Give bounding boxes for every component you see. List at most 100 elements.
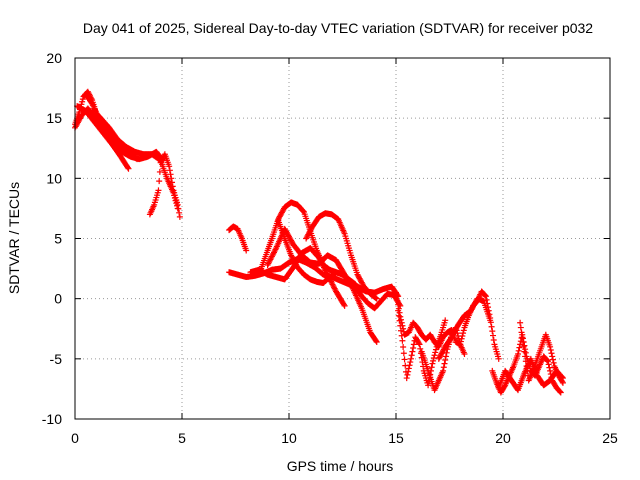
data-point bbox=[397, 313, 404, 320]
data-point bbox=[442, 357, 449, 364]
data-point bbox=[460, 330, 467, 337]
data-point bbox=[432, 349, 439, 356]
data-point bbox=[557, 389, 564, 396]
data-point bbox=[156, 168, 163, 175]
data-point bbox=[550, 359, 557, 366]
data-point bbox=[169, 179, 176, 186]
series-track-h bbox=[256, 199, 404, 312]
data-point bbox=[401, 356, 408, 363]
data-point bbox=[523, 363, 530, 370]
series-track-e bbox=[82, 91, 141, 163]
x-axis-label: GPS time / hours bbox=[287, 458, 394, 474]
data-point bbox=[155, 187, 162, 194]
series-track-d bbox=[146, 151, 183, 220]
data-point bbox=[176, 209, 183, 216]
data-point bbox=[398, 332, 405, 339]
series-track-n bbox=[395, 307, 449, 389]
data-point bbox=[404, 371, 411, 378]
data-point bbox=[125, 165, 132, 172]
data-point bbox=[400, 350, 407, 357]
data-point bbox=[517, 324, 524, 331]
data-point bbox=[393, 293, 400, 300]
data-point bbox=[440, 364, 447, 371]
data-point bbox=[409, 348, 416, 355]
data-point bbox=[400, 344, 407, 351]
data-point bbox=[548, 350, 555, 357]
data-point bbox=[460, 327, 467, 334]
data-point bbox=[487, 317, 494, 324]
data-point bbox=[373, 337, 380, 344]
y-tick-label: 15 bbox=[46, 110, 62, 126]
data-point bbox=[431, 352, 438, 359]
data-point bbox=[395, 307, 402, 314]
data-point bbox=[407, 359, 414, 366]
data-point bbox=[174, 201, 181, 208]
data-point bbox=[176, 213, 183, 220]
data-point bbox=[410, 341, 417, 348]
data-point bbox=[406, 362, 413, 369]
data-point bbox=[495, 355, 502, 362]
data-point bbox=[166, 167, 173, 174]
data-point bbox=[522, 349, 529, 356]
data-point bbox=[395, 301, 402, 308]
data-point bbox=[166, 163, 173, 170]
data-point bbox=[428, 364, 435, 371]
data-point bbox=[443, 349, 450, 356]
series-track-l bbox=[247, 245, 348, 309]
tick-labels: 0 5 10 15 20 25 -10 -5 0 5 10 15 20 bbox=[42, 50, 618, 446]
data-point bbox=[514, 351, 521, 358]
data-point bbox=[461, 351, 468, 358]
data-point bbox=[403, 375, 410, 382]
x-tick-label: 20 bbox=[495, 430, 511, 446]
data-point bbox=[373, 338, 380, 345]
data-point bbox=[168, 175, 175, 182]
series-track-k bbox=[303, 210, 380, 302]
x-tick-label: 15 bbox=[388, 430, 404, 446]
data-point bbox=[430, 355, 437, 362]
data-point bbox=[521, 342, 528, 349]
y-tick-label: -10 bbox=[42, 411, 62, 427]
y-tick-label: 0 bbox=[54, 291, 62, 307]
data-point bbox=[442, 317, 449, 324]
data-point bbox=[517, 319, 524, 326]
data-point bbox=[516, 344, 523, 351]
data-point bbox=[455, 335, 462, 342]
data-point bbox=[410, 345, 417, 352]
y-tick-label: 5 bbox=[54, 231, 62, 247]
data-point bbox=[393, 289, 399, 296]
chart-title: Day 041 of 2025, Sidereal Day-to-day VTE… bbox=[83, 20, 593, 36]
data-point bbox=[373, 295, 380, 302]
data-point bbox=[124, 164, 131, 171]
data-point bbox=[397, 322, 404, 329]
data-point bbox=[405, 368, 412, 375]
data-point bbox=[408, 352, 415, 359]
data-point bbox=[545, 361, 552, 368]
data-point bbox=[340, 301, 347, 308]
data-point bbox=[397, 327, 404, 334]
data-point bbox=[544, 358, 551, 365]
data-point bbox=[549, 356, 556, 363]
data-point bbox=[243, 247, 250, 254]
data-point bbox=[519, 338, 526, 345]
series-track-p bbox=[435, 295, 494, 362]
data-point bbox=[134, 156, 141, 163]
data-point bbox=[549, 353, 556, 360]
data-point bbox=[482, 293, 489, 300]
data-point bbox=[430, 357, 437, 364]
data-point bbox=[557, 388, 564, 395]
data-point bbox=[341, 302, 348, 309]
series-track-f bbox=[226, 223, 250, 254]
data-point bbox=[399, 337, 406, 344]
x-tick-label: 25 bbox=[602, 430, 618, 446]
series-track-c bbox=[74, 103, 132, 172]
data-point bbox=[441, 360, 448, 367]
data-point bbox=[405, 365, 412, 372]
data-point bbox=[442, 353, 449, 360]
data-point bbox=[394, 297, 401, 304]
data-point bbox=[520, 343, 527, 350]
series-track-j bbox=[275, 217, 359, 288]
data-point bbox=[415, 340, 422, 347]
data-point bbox=[440, 367, 447, 374]
data-point bbox=[488, 323, 495, 330]
